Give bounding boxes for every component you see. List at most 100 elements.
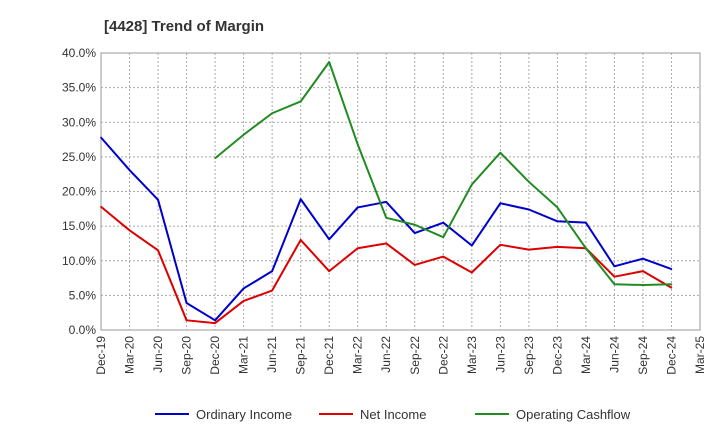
data-point-operating-cashflow — [613, 283, 616, 286]
y-tick-label: 25.0% — [62, 150, 96, 164]
data-point-net-income — [642, 270, 644, 272]
data-point-net-income — [128, 229, 131, 232]
data-point-operating-cashflow — [670, 283, 673, 286]
data-point-operating-cashflow — [585, 247, 587, 250]
series-layer — [100, 61, 673, 325]
x-tick-label: Jun-24 — [607, 336, 621, 373]
data-point-ordinary-income — [128, 169, 131, 171]
x-tick-label: Mar-25 — [693, 336, 707, 374]
data-point-net-income — [299, 239, 302, 241]
y-tick-label: 5.0% — [69, 288, 97, 302]
data-point-net-income — [157, 249, 159, 252]
data-point-operating-cashflow — [242, 133, 245, 136]
x-tick-label: Dec-20 — [208, 336, 222, 375]
data-point-operating-cashflow — [642, 284, 644, 286]
x-tick-label: Mar-21 — [237, 336, 251, 374]
x-tick-label: Mar-24 — [579, 336, 593, 374]
data-point-ordinary-income — [100, 136, 102, 139]
y-tick-label: 0.0% — [69, 323, 97, 337]
data-point-net-income — [471, 271, 473, 274]
data-point-ordinary-income — [499, 202, 502, 205]
y-tick-label: 10.0% — [62, 254, 96, 268]
data-point-ordinary-income — [185, 302, 188, 304]
x-tick-label: Dec-24 — [664, 336, 678, 375]
x-tick-label: Sep-23 — [522, 336, 536, 375]
data-point-operating-cashflow — [471, 183, 473, 186]
data-point-net-income — [242, 300, 245, 302]
data-point-net-income — [528, 248, 530, 251]
data-point-ordinary-income — [442, 221, 445, 224]
data-point-ordinary-income — [328, 238, 330, 241]
x-tick-label: Jun-22 — [379, 336, 393, 373]
data-point-ordinary-income — [356, 206, 359, 209]
legend: Ordinary Income Net Income Operating Cashf… — [155, 407, 631, 422]
data-point-net-income — [556, 246, 559, 248]
data-point-net-income — [613, 275, 616, 278]
y-tick-label: 35.0% — [62, 81, 96, 95]
data-point-operating-cashflow — [271, 112, 273, 115]
legend-label-net-income: Net Income — [360, 407, 426, 422]
data-point-net-income — [385, 242, 388, 245]
y-axis: 0.0% 5.0% 10.0% 15.0% 20.0% 25.0% 30.0% 35.0% 40… — [62, 46, 96, 337]
data-point-net-income — [271, 289, 273, 292]
legend-label-ordinary-income: Ordinary Income — [196, 407, 292, 422]
x-tick-label: Jun-23 — [493, 336, 507, 373]
y-tick-label: 30.0% — [62, 115, 96, 129]
x-tick-label: Sep-21 — [294, 336, 308, 375]
data-point-net-income — [413, 264, 416, 266]
data-point-net-income — [214, 322, 216, 324]
x-tick-label: Dec-21 — [322, 336, 336, 375]
data-point-ordinary-income — [528, 208, 530, 211]
x-tick-label: Mar-23 — [465, 336, 479, 374]
y-tick-label: 15.0% — [62, 219, 96, 233]
data-point-ordinary-income — [214, 319, 216, 322]
data-point-net-income — [328, 270, 330, 272]
x-tick-label: Jun-21 — [265, 336, 279, 373]
data-point-operating-cashflow — [328, 61, 330, 63]
data-point-ordinary-income — [471, 244, 473, 247]
series-line-ordinary-income — [100, 136, 672, 322]
data-point-ordinary-income — [242, 287, 245, 290]
data-point-operating-cashflow — [214, 157, 216, 160]
y-tick-label: 20.0% — [62, 185, 96, 199]
data-point-operating-cashflow — [299, 100, 302, 103]
data-point-net-income — [356, 247, 359, 250]
data-point-operating-cashflow — [356, 143, 359, 146]
x-tick-label: Sep-20 — [180, 336, 194, 375]
data-point-net-income — [185, 319, 188, 322]
data-point-net-income — [100, 205, 102, 208]
data-point-ordinary-income — [670, 268, 673, 270]
x-tick-label: Mar-20 — [123, 336, 137, 374]
grid-layer — [101, 53, 700, 330]
x-tick-label: Sep-22 — [408, 336, 422, 375]
x-tick-label: Dec-22 — [436, 336, 450, 375]
x-tick-label: Dec-19 — [94, 336, 108, 375]
data-point-net-income — [670, 286, 673, 289]
data-point-ordinary-income — [642, 257, 644, 260]
legend-label-operating-cashflow: Operating Cashflow — [516, 407, 631, 422]
x-tick-label: Dec-23 — [550, 336, 564, 375]
x-axis: Dec-19 Mar-20 Jun-20 Sep-20 Dec-20 Mar-21 Jun-… — [94, 336, 707, 375]
data-point-ordinary-income — [613, 265, 616, 268]
data-point-operating-cashflow — [442, 236, 445, 239]
data-point-ordinary-income — [413, 232, 416, 234]
data-point-net-income — [442, 255, 445, 258]
data-point-net-income — [499, 244, 502, 246]
data-point-ordinary-income — [271, 270, 273, 272]
data-point-operating-cashflow — [556, 206, 559, 209]
data-point-ordinary-income — [556, 220, 559, 223]
data-point-operating-cashflow — [528, 181, 530, 183]
plot-area — [100, 52, 701, 331]
data-point-operating-cashflow — [499, 151, 502, 154]
data-point-operating-cashflow — [413, 223, 416, 226]
x-tick-label: Mar-22 — [351, 336, 365, 374]
data-point-ordinary-income — [585, 221, 587, 224]
chart-title: [4428] Trend of Margin — [104, 18, 264, 35]
y-tick-label: 40.0% — [62, 46, 96, 60]
x-tick-label: Sep-24 — [636, 336, 650, 375]
data-point-ordinary-income — [299, 198, 302, 200]
x-tick-label: Jun-20 — [151, 336, 165, 373]
data-point-ordinary-income — [157, 199, 159, 201]
data-point-ordinary-income — [385, 201, 388, 203]
